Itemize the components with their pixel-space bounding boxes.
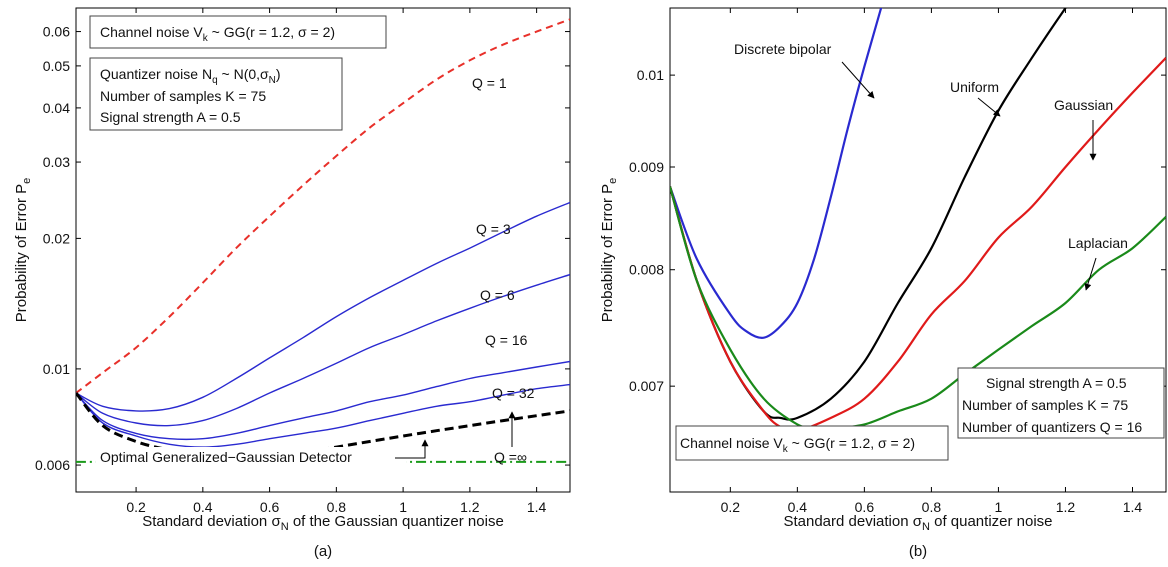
series-line-a-0 [76, 18, 570, 394]
channel-note-b-main: Channel noise V [680, 435, 783, 451]
channel-note-box-a [89, 15, 387, 49]
x-tick-label-b: 1.4 [1123, 499, 1143, 515]
quantizer-note-a-sub2: N [269, 75, 276, 86]
y-axis-label-a-sub: e [21, 178, 33, 184]
x-axis-label-a: Standard deviation σN of the Gaussian qu… [142, 513, 504, 533]
q-label-32: Q = 32 [492, 385, 535, 401]
y-tick-label-a: 0.04 [43, 100, 70, 116]
y-tick-label-a: 0.06 [43, 24, 70, 40]
signal-note-b: Signal strength A = 0.5 [986, 375, 1127, 391]
x-axis-label-a-sub: N [281, 521, 289, 533]
y-tick-label-a: 0.006 [35, 457, 70, 473]
quantizer-note-a-end: ) [276, 66, 281, 82]
x-axis-label-b-rest: of quantizer noise [930, 513, 1053, 530]
y-axis-label-b: Probability of Error Pe [599, 178, 619, 323]
y-tick-label-b: 0.01 [637, 67, 664, 83]
series-group-b [670, 8, 1166, 433]
x-tick-label-b: 0.8 [922, 499, 942, 515]
y-axis-b: 0.007 0.008 0.009 0.01 [629, 67, 1166, 394]
series-line-a-3 [76, 360, 570, 441]
channel-note-a-rest: ~ GG(r = 1.2, σ = 2) [208, 24, 335, 40]
channel-note-b: Channel noise Vk ~ GG(r = 1.2, σ = 2) [680, 435, 915, 455]
optimal-label: Optimal Generalized−Gaussian Detector [100, 449, 352, 465]
quantizer-note-a: Quantizer noise Nq ~ N(0,σN) [100, 66, 281, 86]
q-label-6: Q = 6 [480, 287, 515, 303]
x-tick-label-b: 0.4 [788, 499, 808, 515]
caption-b: (b) [909, 543, 927, 560]
y-axis-label-b-main: Probability of Error P [599, 184, 616, 322]
series-line-a-5 [76, 392, 570, 461]
params-note-box-a [89, 57, 343, 131]
y-tick-label-a: 0.01 [43, 361, 70, 377]
channel-note-a: Channel noise Vk ~ GG(r = 1.2, σ = 2) [100, 24, 335, 44]
x-tick-label-b: 1 [995, 499, 1003, 515]
q-label-3: Q = 3 [476, 221, 511, 237]
channel-note-a-main: Channel noise V [100, 24, 203, 40]
x-tick-label-b: 0.2 [721, 499, 741, 515]
y-axis-label-a: Probability of Error Pe [13, 178, 33, 323]
q-label-16: Q = 16 [485, 332, 528, 348]
x-tick-label-a: 1.4 [527, 499, 547, 515]
y-tick-label-b: 0.008 [629, 262, 664, 278]
caption-a: (a) [314, 543, 332, 560]
x-axis-label-b: Standard deviation σN of quantizer noise [783, 513, 1052, 533]
x-tick-label-b: 1.2 [1056, 499, 1076, 515]
optimal-arrow [395, 439, 429, 459]
quantizers-note-b: Number of quantizers Q = 16 [962, 419, 1142, 435]
signal-note-a: Signal strength A = 0.5 [100, 109, 241, 125]
quantizer-note-a-sub1: q [212, 75, 218, 86]
y-tick-label-a: 0.02 [43, 230, 70, 246]
x-axis-label-a-rest: of the Gaussian quantizer noise [289, 513, 504, 530]
x-axis-label-b-sub: N [922, 521, 930, 533]
y-axis-a: 0.006 0.01 0.02 0.03 0.04 0.05 0.06 [35, 24, 570, 473]
samples-note-a: Number of samples K = 75 [100, 88, 266, 104]
x-axis-a: 0.2 0.4 0.6 0.8 1 1.2 1.4 [126, 8, 547, 515]
channel-note-b-rest: ~ GG(r = 1.2, σ = 2) [788, 435, 915, 451]
x-tick-label-a: 0.2 [126, 499, 146, 515]
channel-note-a-sub: k [203, 33, 209, 44]
y-axis-label-b-sub: e [607, 178, 619, 184]
x-axis-label-a-main: Standard deviation σ [142, 513, 281, 530]
arrow-laplacian [1084, 257, 1097, 291]
y-axis-label-a-main: Probability of Error P [13, 184, 30, 322]
series-line-a-2 [76, 273, 570, 427]
y-tick-label-a: 0.05 [43, 58, 70, 74]
x-tick-label-a: 0.8 [327, 499, 347, 515]
series-line-b-3 [670, 186, 1166, 430]
channel-note-b-sub: k [783, 444, 789, 455]
y-tick-label-a: 0.03 [43, 154, 70, 170]
q-label-inf: Q =∞ [494, 449, 527, 465]
y-tick-label-b: 0.009 [629, 159, 664, 175]
series-line-b-2 [670, 57, 1166, 433]
quantizer-note-a-main: Quantizer noise N [100, 66, 212, 82]
x-tick-label-a: 0.4 [193, 499, 213, 515]
series-line-a-4 [76, 383, 570, 448]
x-axis-b: 0.2 0.4 0.6 0.8 1 1.2 1.4 [721, 8, 1143, 515]
optimal-label-box [96, 447, 406, 467]
quantizer-note-a-mid: ~ N(0,σ [218, 66, 269, 82]
arrow-discrete-bipolar [841, 61, 875, 99]
label-uniform: Uniform [950, 79, 999, 95]
arrow-uniform [977, 97, 1001, 117]
x-tick-label-b: 0.6 [855, 499, 875, 515]
label-discrete-bipolar: Discrete bipolar [734, 41, 832, 57]
x-tick-label-a: 0.6 [260, 499, 280, 515]
params-note-box-b [957, 367, 1165, 439]
x-tick-label-a: 1 [399, 499, 407, 515]
x-axis-label-b-main: Standard deviation σ [783, 513, 922, 530]
series-line-b-0 [670, 8, 883, 339]
channel-note-box-b [675, 425, 949, 461]
q-label-1: Q = 1 [472, 75, 507, 91]
samples-note-b: Number of samples K = 75 [962, 397, 1128, 413]
series-line-a-1 [76, 201, 570, 412]
x-tick-label-a: 1.2 [460, 499, 480, 515]
label-laplacian: Laplacian [1068, 235, 1128, 251]
label-gaussian: Gaussian [1054, 97, 1113, 113]
y-tick-label-b: 0.007 [629, 378, 664, 394]
